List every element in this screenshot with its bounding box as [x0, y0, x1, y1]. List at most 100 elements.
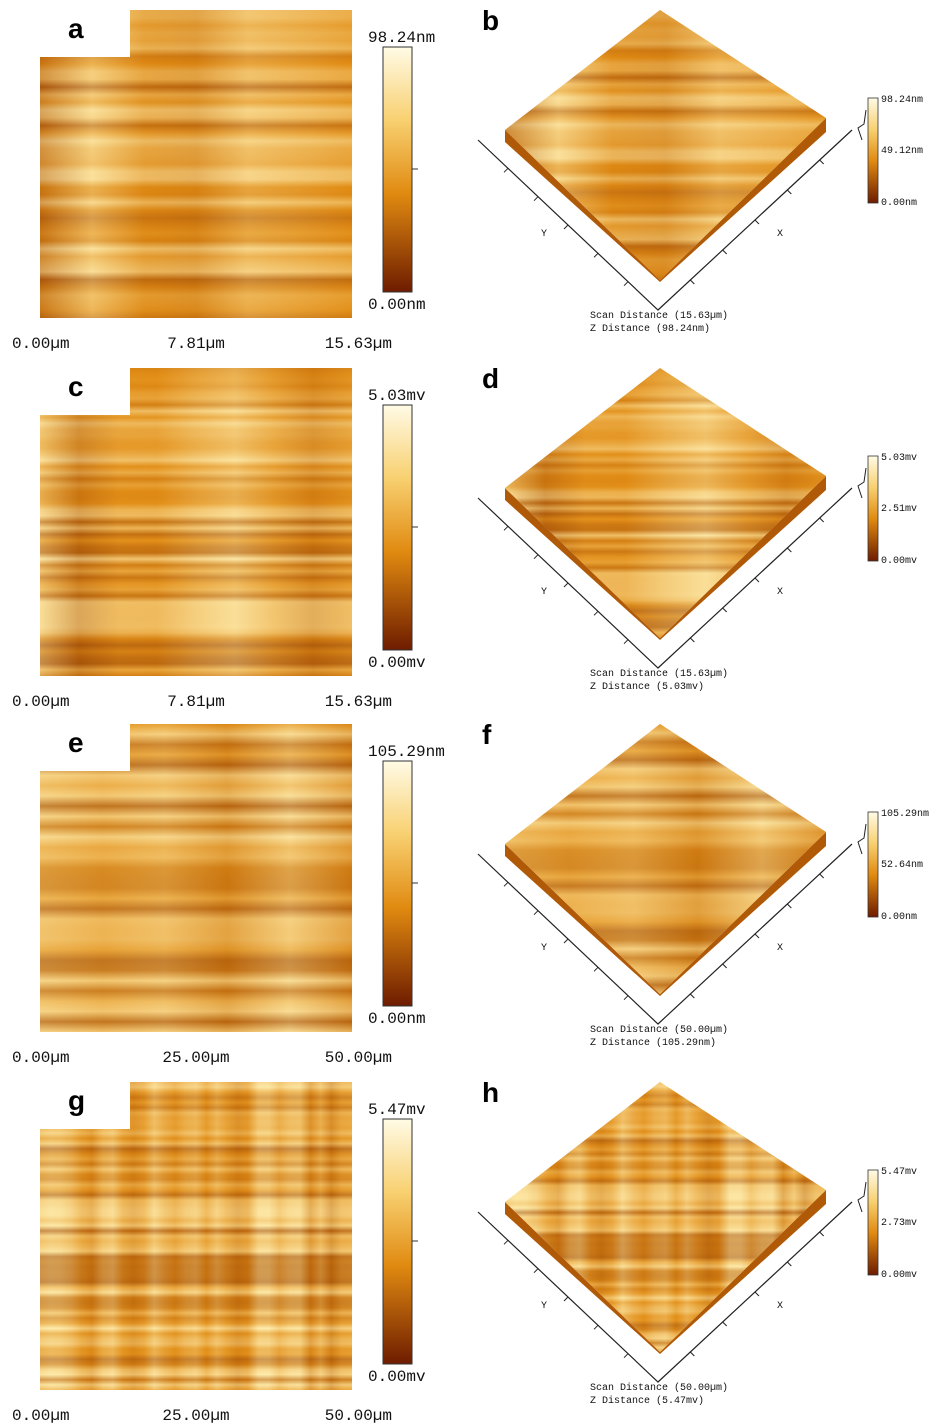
colorbar-small-label: 5.03mv: [881, 453, 917, 464]
image-notch: [40, 366, 128, 414]
axis-tick: [564, 583, 568, 587]
colorbar-min: 0.00mv: [368, 654, 426, 672]
panel-label: g: [68, 1085, 85, 1116]
axis-tick: [820, 874, 824, 878]
colorbar-small-label: 2.51mv: [881, 504, 917, 515]
axis-tick: [755, 578, 759, 582]
axis-tick: [504, 882, 508, 886]
axis-tick: [690, 280, 694, 284]
axis-tick: [690, 1352, 694, 1356]
colorbar-small-label: 0.00nm: [881, 198, 917, 209]
image-notch: [40, 8, 128, 56]
x-axis-name: X: [777, 943, 783, 954]
colorbar-max: 98.24nm: [368, 29, 435, 47]
axis-tick: [690, 994, 694, 998]
axis-tick: [755, 220, 759, 224]
panel-label: h: [482, 1077, 499, 1108]
axis-tick: [594, 1325, 598, 1329]
colorbar: [383, 1119, 412, 1364]
colorbar-max: 105.29nm: [368, 743, 445, 761]
y-axis-name: Y: [541, 587, 547, 598]
axis-tick: [723, 1322, 727, 1326]
x-axis-name: X: [777, 1301, 783, 1312]
axis-tick: [820, 160, 824, 164]
x-axis-label: 15.63µm: [325, 335, 392, 353]
axis-tick: [820, 1232, 824, 1236]
colorbar-small-label: 105.29nm: [881, 809, 929, 820]
scan-distance: Scan Distance (50.00µm): [590, 1024, 728, 1036]
colorbar-max: 5.47mv: [368, 1101, 426, 1119]
colorbar-small-label: 2.73mv: [881, 1218, 917, 1229]
axis-tick: [755, 934, 759, 938]
panel-label: e: [68, 727, 84, 758]
x-axis-label: 50.00µm: [325, 1049, 392, 1067]
axis-tick: [534, 911, 538, 915]
axis-tick: [723, 250, 727, 254]
colorbar-small: [868, 98, 878, 203]
axis-tick: [624, 640, 628, 644]
z-distance: Z Distance (98.24nm): [590, 323, 710, 335]
x-axis-label: 0.00µm: [12, 1049, 70, 1067]
axis-tick: [504, 526, 508, 530]
axis-tick: [723, 608, 727, 612]
z-axis: [858, 468, 866, 498]
z-distance: Z Distance (105.29nm): [590, 1037, 716, 1049]
y-axis-name: Y: [541, 943, 547, 954]
figure: a98.24nm0.00nm0.00µm7.81µm15.63µmbYX98.2…: [0, 0, 939, 1425]
x-axis-label: 0.00µm: [12, 693, 70, 711]
colorbar-small-label: 0.00mv: [881, 1270, 917, 1281]
colorbar-min: 0.00nm: [368, 296, 426, 314]
x-axis-label: 0.00µm: [12, 335, 70, 353]
colorbar-small: [868, 1170, 878, 1275]
y-axis-name: Y: [541, 229, 547, 240]
x-axis-label: 25.00µm: [162, 1049, 229, 1067]
axis-tick: [534, 1269, 538, 1273]
axis-tick: [504, 168, 508, 172]
colorbar-small-label: 49.12nm: [881, 146, 923, 157]
x-axis-label: 15.63µm: [325, 693, 392, 711]
axis-tick: [564, 939, 568, 943]
axis-tick: [624, 1354, 628, 1358]
axis-tick: [755, 1292, 759, 1296]
z-distance: Z Distance (5.47mv): [590, 1395, 704, 1407]
axis-tick: [690, 638, 694, 642]
x-axis-label: 7.81µm: [167, 693, 225, 711]
colorbar-small-label: 0.00mv: [881, 556, 917, 567]
axis-tick: [624, 996, 628, 1000]
axis-tick: [504, 1240, 508, 1244]
colorbar-max: 5.03mv: [368, 387, 426, 405]
z-axis: [858, 110, 866, 140]
axis-tick: [564, 1297, 568, 1301]
colorbar-min: 0.00mv: [368, 1368, 426, 1386]
axis-tick: [594, 253, 598, 257]
image-notch: [40, 722, 128, 770]
axis-tick: [787, 904, 791, 908]
z-axis: [858, 824, 866, 854]
panel-label: f: [482, 719, 492, 750]
colorbar-small-label: 98.24nm: [881, 95, 923, 106]
afm-image-texture: [40, 10, 352, 318]
panel-label: c: [68, 371, 84, 402]
colorbar-small-label: 5.47mv: [881, 1167, 917, 1178]
colorbar-small-label: 52.64nm: [881, 860, 923, 871]
scan-distance: Scan Distance (15.63µm): [590, 310, 728, 322]
scan-distance: Scan Distance (15.63µm): [590, 668, 728, 680]
axis-tick: [594, 967, 598, 971]
scan-distance: Scan Distance (50.00µm): [590, 1382, 728, 1394]
axis-tick: [594, 611, 598, 615]
x-axis-name: X: [777, 229, 783, 240]
afm-image-texture: [40, 368, 352, 676]
afm-image-texture: [40, 724, 352, 1032]
colorbar-small: [868, 812, 878, 917]
axis-tick: [787, 190, 791, 194]
axis-tick: [723, 964, 727, 968]
colorbar: [383, 47, 412, 292]
axis-tick: [564, 225, 568, 229]
afm-image-texture: [40, 1082, 352, 1390]
colorbar-min: 0.00nm: [368, 1010, 426, 1028]
panel-label: a: [68, 13, 84, 44]
x-axis-label: 25.00µm: [162, 1407, 229, 1425]
x-axis-label: 50.00µm: [325, 1407, 392, 1425]
axis-tick: [787, 548, 791, 552]
x-axis-label: 0.00µm: [12, 1407, 70, 1425]
